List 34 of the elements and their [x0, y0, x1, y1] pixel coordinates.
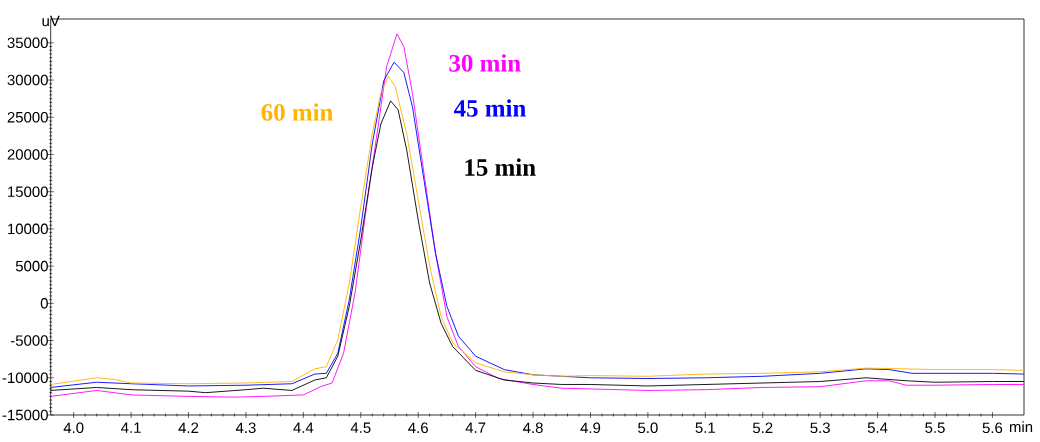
y-tick-label: 25000 [7, 111, 48, 123]
y-tick-label: -15000 [2, 409, 48, 421]
series-label: 30 min [449, 54, 521, 72]
x-tick-label: 5.4 [867, 422, 888, 433]
x-tick-label: 5.1 [695, 422, 715, 433]
x-tick-label: 4.1 [121, 422, 141, 433]
x-tick-label: 4.8 [523, 422, 543, 434]
x-tick-label: 4.9 [580, 422, 601, 434]
x-tick-label: 4.7 [465, 422, 486, 433]
y-tick-label: 35000 [7, 37, 48, 49]
x-tick-label: 4.4 [293, 422, 314, 433]
y-tick-label: 0 [40, 298, 48, 309]
x-tick-label: 5.2 [752, 422, 773, 434]
x-tick-label: 4.6 [408, 422, 428, 434]
y-tick-label: 15000 [8, 186, 48, 197]
y-axis-title: uV [42, 15, 60, 27]
text: 15 min [465, 158, 536, 176]
series-label: 60 min [261, 103, 333, 121]
x-tick-label: 5.5 [925, 422, 945, 433]
y-tick-label: -5000 [10, 335, 48, 346]
x-tick-label: 5.3 [810, 422, 830, 434]
x-tick-label: 4.0 [63, 422, 84, 434]
y-tick-label: 10000 [8, 223, 48, 235]
y-tick-label: -10000 [2, 372, 48, 384]
x-tick-label: 4.5 [350, 422, 371, 433]
y-tick-label: 30000 [7, 74, 48, 86]
y-tick-label: 5000 [15, 260, 48, 272]
y-tick-label: 20000 [7, 149, 48, 160]
x-tick-label: 4.2 [178, 422, 199, 433]
x-tick-label: 4.3 [235, 422, 256, 434]
x-axis-title: min [1009, 421, 1033, 433]
x-tick-label: 5.6 [982, 422, 1003, 434]
series-label: 45 min [454, 99, 526, 117]
x-tick-label: 5.0 [638, 422, 658, 434]
